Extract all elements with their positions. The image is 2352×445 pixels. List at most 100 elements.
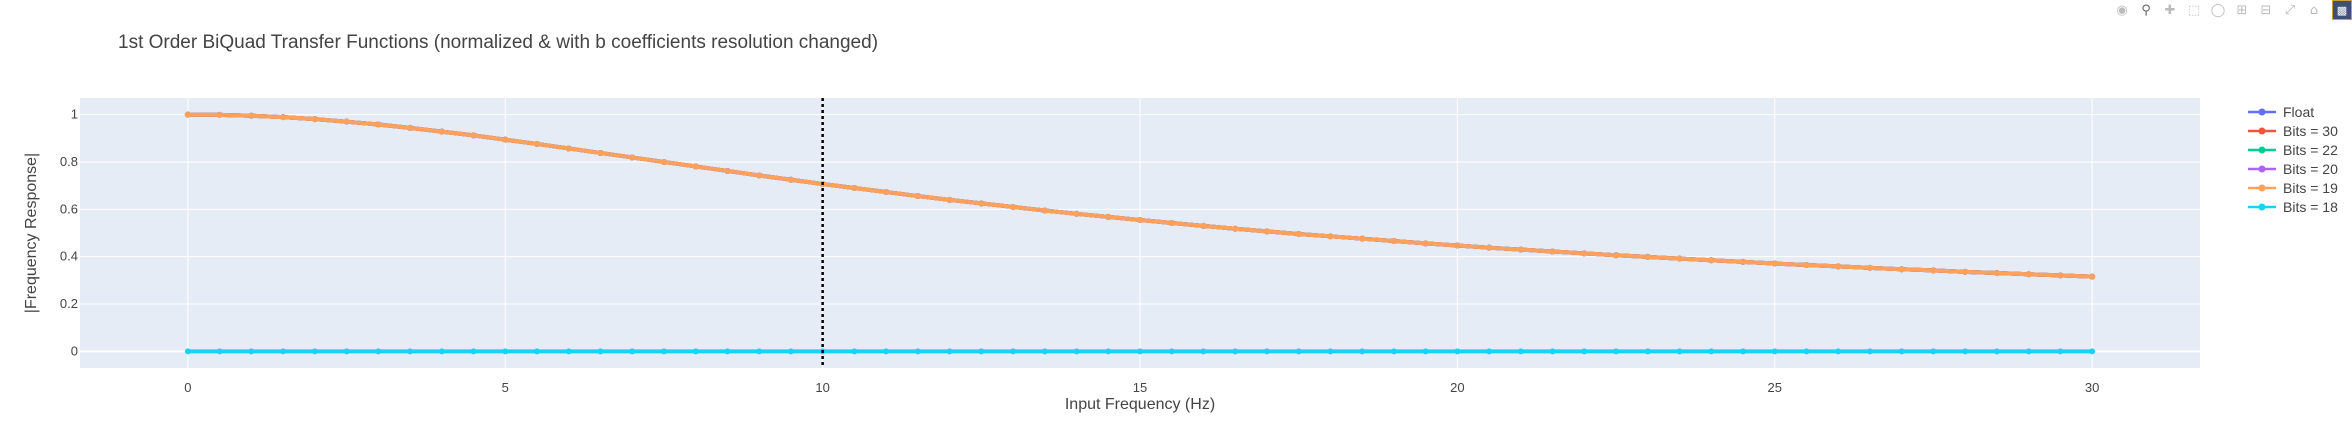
y-axis-title: |Frequency Response| — [23, 153, 40, 313]
legend-item[interactable]: Bits = 20 — [2248, 161, 2338, 177]
data-point — [1962, 348, 1969, 355]
data-point — [660, 158, 667, 165]
data-point — [375, 121, 382, 128]
data-point — [534, 348, 541, 355]
legend-label: Float — [2283, 104, 2314, 120]
y-tick-label: 0.8 — [60, 154, 78, 169]
camera-icon[interactable]: ◉ — [2116, 2, 2128, 18]
data-point — [1835, 263, 1842, 270]
data-point — [1232, 348, 1239, 355]
x-tick-label: 20 — [1450, 380, 1464, 395]
y-tick-label: 0.6 — [60, 201, 78, 216]
series-5 — [184, 348, 2096, 355]
data-point — [946, 348, 953, 355]
y-tick-label: 0 — [71, 343, 78, 358]
data-point — [2057, 272, 2064, 279]
data-point — [914, 193, 921, 200]
data-point — [343, 118, 350, 125]
x-tick-label: 30 — [2085, 380, 2099, 395]
data-point — [1898, 266, 1905, 273]
data-point — [946, 196, 953, 203]
data-point — [1613, 252, 1620, 259]
legend-item[interactable]: Bits = 30 — [2248, 123, 2338, 139]
data-point — [597, 149, 604, 156]
data-point — [2089, 348, 2096, 355]
home-icon[interactable]: ⌂ — [2309, 2, 2319, 18]
x-tick-label: 10 — [815, 380, 829, 395]
data-point — [1486, 244, 1493, 251]
data-point — [851, 348, 858, 355]
data-point — [438, 128, 445, 135]
legend-swatch-marker — [2258, 184, 2266, 192]
legend-item[interactable]: Bits = 19 — [2248, 180, 2338, 196]
data-point — [1263, 348, 1270, 355]
data-point — [1041, 348, 1048, 355]
data-point — [1962, 268, 1969, 275]
data-point — [724, 348, 731, 355]
data-point — [1835, 348, 1842, 355]
data-point — [1327, 233, 1334, 240]
data-point — [375, 348, 382, 355]
zoom-icon[interactable]: ⚲ — [2141, 2, 2151, 18]
x-tick-label: 0 — [184, 380, 191, 395]
data-point — [1708, 257, 1715, 264]
legend[interactable]: Float Bits = 30 Bits = 22 Bits = 20 Bits = 1… — [2248, 104, 2338, 215]
data-point — [1486, 348, 1493, 355]
data-point — [470, 348, 477, 355]
data-point — [1581, 250, 1588, 257]
data-point — [851, 185, 858, 191]
legend-item[interactable]: Bits = 22 — [2248, 142, 2338, 158]
data-point — [2025, 271, 2032, 278]
legend-swatch-marker — [2258, 165, 2266, 173]
data-point — [565, 348, 572, 355]
series-4 — [184, 111, 2096, 280]
data-point — [660, 348, 667, 355]
zoom-in-icon[interactable]: ⊞ — [2236, 2, 2248, 18]
data-point — [311, 116, 318, 123]
data-point — [1422, 348, 1429, 355]
data-point — [1676, 348, 1683, 355]
legend-item[interactable]: Float — [2248, 104, 2314, 120]
data-point — [1390, 238, 1397, 245]
pan-icon[interactable]: ✚ — [2164, 2, 2176, 18]
data-point — [1803, 348, 1810, 355]
data-point — [470, 132, 477, 139]
x-axis-ticks: 0 5 10 15 20 25 30 — [184, 380, 2099, 395]
data-point — [1613, 348, 1620, 355]
data-point — [1993, 270, 2000, 277]
data-point — [311, 348, 318, 355]
data-point — [692, 348, 699, 355]
data-point — [280, 348, 287, 355]
box-select-icon[interactable]: ⬚ — [2187, 2, 2201, 18]
data-point — [1422, 240, 1429, 247]
y-tick-label: 0.4 — [60, 249, 78, 264]
lasso-icon[interactable]: ◯ — [2210, 2, 2226, 18]
data-point — [534, 140, 541, 147]
data-point — [1327, 348, 1334, 355]
plotly-logo-icon[interactable]: ▩ — [2332, 0, 2352, 20]
legend-label: Bits = 30 — [2283, 123, 2338, 139]
legend-label: Bits = 18 — [2283, 199, 2338, 215]
data-point — [1549, 348, 1556, 355]
data-point — [1232, 225, 1239, 232]
data-point — [1993, 348, 2000, 355]
data-point — [280, 114, 287, 121]
y-tick-label: 1 — [71, 107, 78, 122]
data-point — [1263, 228, 1270, 235]
data-point — [1930, 267, 1937, 274]
data-point — [184, 348, 191, 355]
legend-label: Bits = 20 — [2283, 161, 2338, 177]
data-point — [1041, 207, 1048, 214]
legend-swatch-marker — [2258, 127, 2266, 135]
autoscale-icon[interactable]: ⤢ — [2284, 2, 2296, 18]
data-point — [2089, 273, 2096, 280]
zoom-out-icon[interactable]: ⊟ — [2260, 2, 2272, 18]
legend-label: Bits = 19 — [2283, 180, 2338, 196]
x-axis-title: Input Frequency (Hz) — [1065, 396, 1215, 413]
y-axis-ticks: 0 0.2 0.4 0.6 0.8 1 — [60, 107, 78, 359]
data-point — [1517, 348, 1524, 355]
legend-item[interactable]: Bits = 18 — [2248, 199, 2338, 215]
modebar: ◉ ⚲ ✚ ⬚ ◯ ⊞ ⊟ ⤢ ⌂ ▩ — [2112, 0, 2352, 20]
legend-label: Bits = 22 — [2283, 142, 2338, 158]
